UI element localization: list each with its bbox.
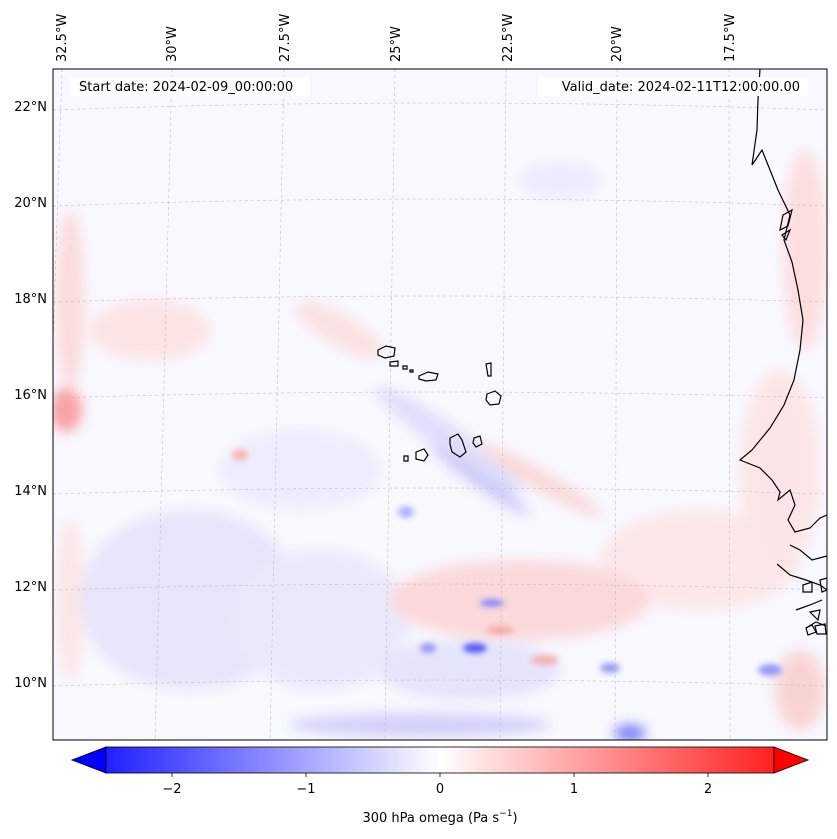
colorbar-tick-label: 0	[436, 782, 444, 797]
colorbar-tick-label: −2	[162, 782, 181, 797]
colorbar: −2 −1 0 1 2 300 hPa omega (Pa s−1)	[70, 746, 810, 826]
lat-label-18N: 18°N	[14, 292, 47, 307]
colorbar-tick-label: 2	[704, 782, 712, 797]
colorbar-min-extend	[70, 746, 107, 774]
start-date-text: Start date: 2024-02-09_00:00:00	[79, 80, 293, 95]
lon-label-32.5W: 32.5°W	[55, 14, 70, 62]
longitude-labels: 32.5°W 30°W 27.5°W 25°W 22.5°W 20°W 17.5…	[55, 14, 738, 62]
lat-label-16N: 16°N	[14, 388, 47, 403]
map-frame	[52, 68, 828, 741]
lat-label-22N: 22°N	[14, 100, 47, 115]
colorbar-label: 300 hPa omega (Pa s−1)	[362, 809, 517, 826]
valid-date-text: Valid_date: 2024-02-11T12:00:00.00	[562, 80, 800, 95]
graticule	[53, 69, 827, 740]
colorbar-tick-label: 1	[570, 782, 578, 797]
lon-label-30W: 30°W	[165, 26, 180, 62]
colorbar-bar	[105, 746, 775, 774]
colorbar-max-extend	[773, 746, 810, 774]
cape-verde-islands	[377, 345, 502, 462]
lon-label-25W: 25°W	[389, 26, 404, 62]
colorbar-tick-label: −1	[296, 782, 315, 797]
start-date-box	[70, 77, 310, 96]
lat-label-14N: 14°N	[14, 484, 47, 499]
lon-label-27.5W: 27.5°W	[278, 14, 293, 62]
lon-label-22.5W: 22.5°W	[501, 14, 516, 62]
lat-label-20N: 20°N	[14, 196, 47, 211]
valid-date-box	[538, 77, 808, 96]
lat-label-12N: 12°N	[14, 580, 47, 595]
omega-field	[53, 69, 827, 740]
latitude-labels: 22°N 20°N 18°N 16°N 14°N 12°N 10°N	[14, 100, 47, 691]
lon-label-17.5W: 17.5°W	[723, 14, 738, 62]
coastline	[738, 69, 827, 636]
lat-label-10N: 10°N	[14, 676, 47, 691]
lon-label-20W: 20°W	[610, 26, 625, 62]
